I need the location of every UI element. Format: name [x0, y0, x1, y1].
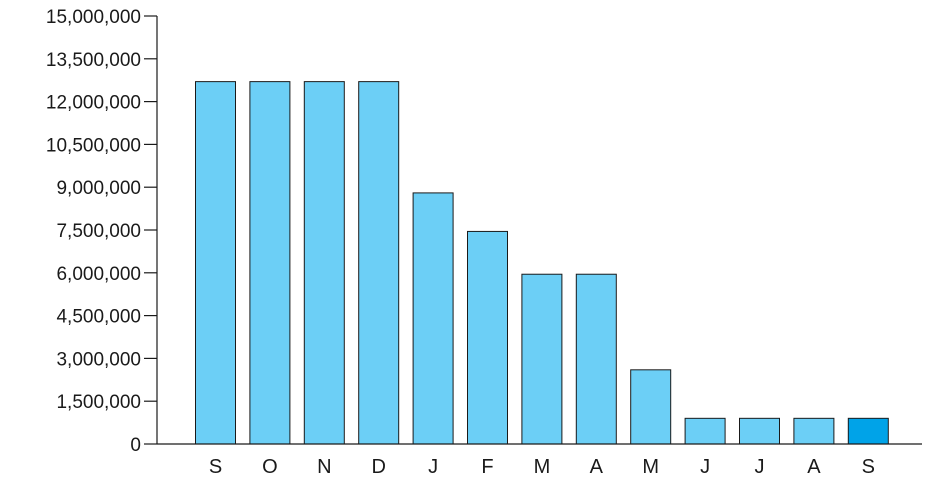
bar-5: [467, 230, 508, 445]
y-tick-label: 12,000,000: [46, 93, 141, 114]
bar-12: [847, 417, 889, 445]
y-tick-label: 3,000,000: [56, 349, 141, 370]
x-tick-label: F: [481, 456, 493, 478]
x-tick-label: D: [371, 456, 385, 478]
y-tick-label: 7,500,000: [56, 221, 141, 242]
x-tick-label: N: [317, 456, 331, 478]
x-tick-label: J: [755, 456, 765, 478]
bars: [195, 81, 889, 445]
y-tick-label: 1,500,000: [56, 392, 141, 413]
x-tick-label: O: [262, 456, 278, 478]
x-tick-label: M: [642, 456, 659, 478]
y-tick-label: 6,000,000: [56, 264, 141, 285]
bar-0: [195, 81, 236, 445]
x-tick-label: J: [428, 456, 438, 478]
x-tick-label: A: [590, 456, 604, 478]
bar-8: [630, 369, 672, 445]
bar-6: [521, 273, 563, 445]
bar-7: [575, 273, 617, 445]
x-tick-label: S: [209, 456, 222, 478]
y-axis: 0 1,500,000 3,000,000 4,500,000 6,000,000 7,5…: [46, 7, 158, 456]
bar-1: [249, 81, 291, 445]
y-tick-label: 9,000,000: [56, 178, 141, 199]
y-tick-label: 4,500,000: [56, 307, 141, 328]
bar-2: [303, 81, 345, 445]
y-tick-label: 0: [130, 435, 141, 456]
bar-3: [358, 81, 400, 445]
y-tick-label: 15,000,000: [46, 7, 141, 28]
x-tick-label: S: [862, 456, 875, 478]
bar-11: [793, 417, 835, 445]
x-tick-label: A: [807, 456, 821, 478]
y-tick-label: 13,500,000: [46, 50, 141, 71]
bar-9: [684, 417, 726, 445]
x-tick-label: M: [534, 456, 551, 478]
y-tick-label: 10,500,000: [46, 135, 141, 156]
bar-4: [412, 192, 454, 445]
bar-10: [739, 417, 780, 445]
x-tick-label: J: [700, 456, 710, 478]
